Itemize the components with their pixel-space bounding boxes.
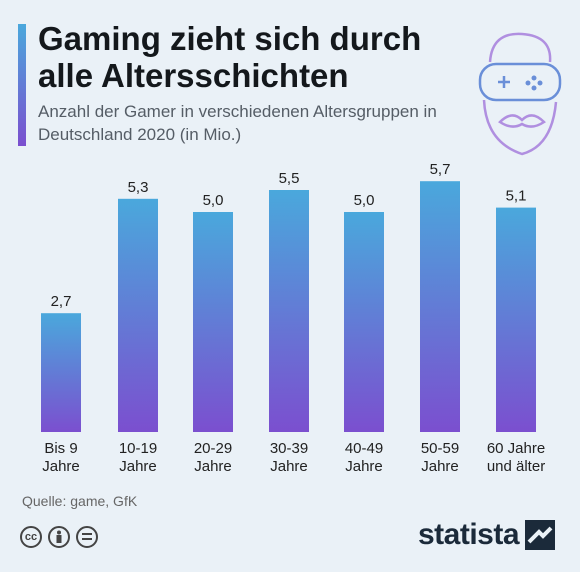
statista-logo[interactable]: statista [418,518,556,552]
tick-label-2-1: Jahre [194,458,232,475]
license-icons: cc [20,526,98,548]
tick-label-2-0: 20-29 [194,440,232,457]
value-label-6: 5,1 [506,188,527,205]
tick-label-4-1: Jahre [345,458,383,475]
chart-title: Gaming zieht sich durch alle Altersschic… [38,20,422,94]
title-accent-bar [18,24,26,146]
tick-label-3-0: 30-39 [270,440,308,457]
value-label-5: 5,7 [430,161,451,178]
tick-label-0-1: Jahre [42,458,80,475]
value-label-4: 5,0 [354,192,375,209]
tick-label-1-1: Jahre [119,458,157,475]
bar-4 [344,212,384,432]
tick-label-6-1: und älter [487,458,545,475]
bar-1 [118,198,158,432]
chart-subtitle: Anzahl der Gamer in verschiedenen Alters… [38,102,437,144]
tick-label-4-0: 40-49 [345,440,383,457]
by-icon[interactable] [48,526,70,548]
tick-label-6-0: 60 Jahre [487,440,545,457]
gamer-vr-headset-icon [478,32,562,156]
source-note: Quelle: game, GfK [22,493,138,509]
bar-6 [496,207,536,432]
tick-label-5-0: 50-59 [421,440,459,457]
statista-mark-icon [525,520,556,550]
nd-icon[interactable] [76,526,98,548]
value-label-1: 5,3 [128,179,149,196]
bar-0 [41,313,81,432]
bar-5 [420,181,460,432]
value-label-2: 5,0 [203,192,224,209]
tick-label-1-0: 10-19 [119,440,157,457]
bar-2 [193,212,233,432]
cc-icon[interactable]: cc [20,526,42,548]
tick-label-3-1: Jahre [270,458,308,475]
bar-3 [269,190,309,432]
value-label-0: 2,7 [51,293,72,310]
brand-name: statista [418,518,520,551]
tick-label-0-0: Bis 9 [44,440,77,457]
tick-label-5-1: Jahre [421,458,459,475]
value-label-3: 5,5 [279,170,300,187]
